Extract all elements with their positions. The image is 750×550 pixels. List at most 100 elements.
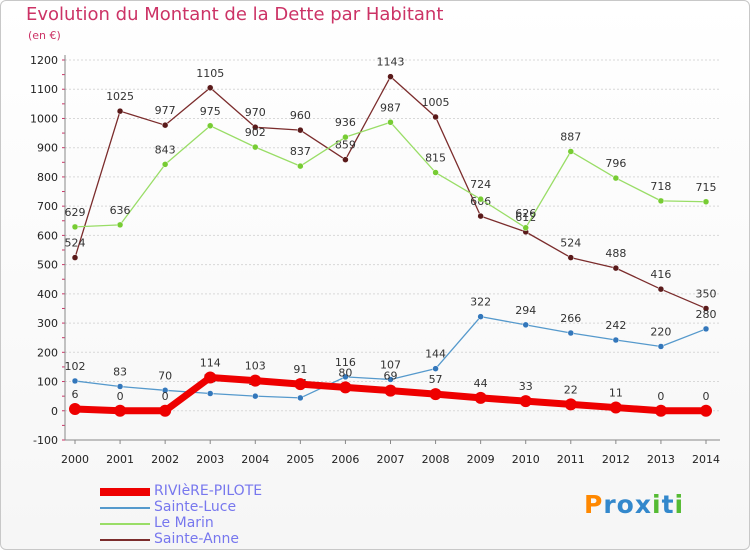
data-point — [114, 404, 127, 417]
data-label: 887 — [560, 130, 581, 143]
data-label: 843 — [155, 143, 176, 156]
data-point — [564, 398, 577, 411]
data-point — [339, 381, 352, 394]
data-label: 294 — [515, 304, 536, 317]
x-tick-label: 2002 — [151, 453, 179, 466]
data-label: 612 — [515, 211, 536, 224]
data-point — [429, 388, 442, 401]
data-label: 1025 — [106, 90, 134, 103]
data-label: 266 — [560, 312, 581, 325]
x-tick-label: 2011 — [557, 453, 585, 466]
series-sainte-anne: 5241025977110597096085911431005666612524… — [65, 56, 717, 312]
data-point — [297, 394, 304, 402]
data-point — [161, 121, 169, 129]
x-tick-label: 2012 — [602, 453, 630, 466]
data-point — [206, 84, 214, 92]
data-label: 629 — [65, 206, 86, 219]
data-point — [116, 221, 124, 229]
data-label: 815 — [425, 152, 446, 165]
y-tick-label: -100 — [33, 434, 58, 447]
data-label: 280 — [696, 308, 717, 321]
y-tick-label: 900 — [37, 142, 58, 155]
data-point — [71, 254, 79, 261]
y-tick-label: 800 — [37, 171, 58, 184]
legend-label: RIVIèRE-PILOTE — [154, 483, 263, 499]
data-label: 0 — [117, 390, 124, 403]
data-point — [252, 143, 259, 151]
data-point — [204, 371, 217, 384]
data-label: 837 — [290, 145, 311, 158]
data-point — [474, 391, 487, 404]
data-label: 91 — [293, 363, 307, 376]
data-label: 796 — [605, 157, 626, 170]
data-point — [71, 223, 79, 231]
logo-letter: x — [634, 490, 652, 519]
data-label: 80 — [338, 366, 352, 379]
data-point — [342, 156, 349, 163]
data-point — [297, 162, 304, 170]
data-label: 975 — [200, 105, 221, 118]
data-label: 626 — [515, 207, 536, 220]
y-tick-label: 500 — [37, 259, 58, 272]
x-tick-label: 2000 — [61, 453, 89, 466]
data-point — [384, 384, 397, 397]
data-point — [161, 387, 169, 394]
data-point — [294, 378, 307, 391]
data-point — [700, 404, 712, 417]
logo-letter: o — [616, 490, 635, 519]
data-point — [612, 336, 620, 344]
data-label: 33 — [519, 380, 533, 393]
data-point — [249, 374, 262, 387]
data-label: 0 — [162, 390, 169, 403]
data-label: 102 — [65, 360, 86, 373]
data-label: 11 — [609, 387, 623, 400]
y-tick-label: 400 — [37, 288, 58, 301]
data-point — [432, 113, 439, 121]
data-label: 902 — [245, 126, 266, 139]
legend-swatch — [100, 488, 150, 496]
data-label: 1005 — [422, 96, 450, 109]
data-label: 242 — [605, 319, 626, 332]
series-rivi-re-pilote: 6 0 0 114 103 91 80 69 57 44 33 22 11 0 0 — [69, 356, 712, 417]
data-point — [477, 195, 484, 203]
data-point — [116, 107, 124, 115]
data-label: 22 — [564, 383, 578, 396]
data-point — [159, 404, 172, 417]
data-point — [252, 392, 259, 400]
data-point — [161, 161, 169, 168]
legend-label: Le Marin — [154, 515, 214, 531]
data-label: 322 — [470, 296, 491, 309]
data-point — [297, 126, 304, 134]
y-tick-label: 1000 — [30, 112, 58, 125]
data-label: 724 — [470, 178, 491, 191]
data-label: 416 — [650, 268, 671, 281]
data-point — [252, 123, 259, 131]
x-tick-label: 2014 — [692, 453, 720, 466]
data-point — [69, 403, 81, 416]
data-label: 103 — [245, 360, 266, 373]
data-label: 114 — [200, 356, 221, 369]
data-point — [477, 212, 484, 220]
x-tick-label: 2001 — [106, 453, 134, 466]
y-tick-label: 700 — [37, 200, 58, 213]
data-point — [567, 329, 575, 337]
y-tick-label: 1100 — [30, 83, 58, 96]
data-point — [206, 122, 214, 130]
data-label: 1143 — [377, 56, 405, 69]
data-point — [387, 73, 394, 80]
data-label: 6 — [72, 388, 79, 401]
y-tick-label: 0 — [51, 405, 58, 418]
y-tick-label: 200 — [37, 346, 58, 359]
data-point — [654, 404, 667, 417]
data-point — [567, 254, 575, 261]
data-label: 220 — [650, 325, 671, 338]
data-point — [702, 325, 710, 333]
data-label: 977 — [155, 104, 176, 117]
data-point — [609, 401, 622, 414]
data-label: 144 — [425, 348, 446, 361]
data-label: 70 — [158, 369, 172, 382]
data-label: 524 — [65, 237, 86, 250]
data-label: 859 — [335, 139, 356, 152]
y-tick-label: 100 — [37, 376, 58, 389]
